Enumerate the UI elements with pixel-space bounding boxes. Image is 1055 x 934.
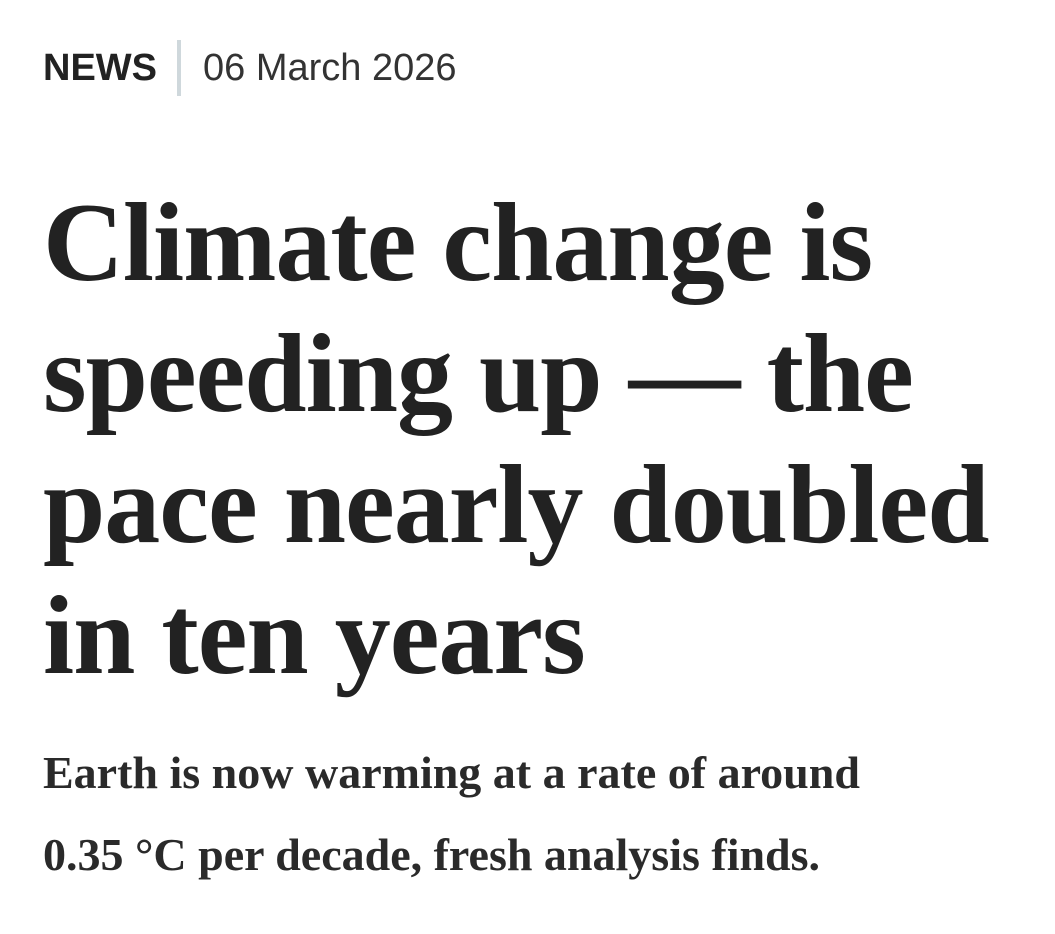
article-meta: NEWS 06 March 2026 xyxy=(43,40,457,96)
headline-line: pace nearly doubled xyxy=(43,443,990,567)
headline-line: in ten years xyxy=(43,574,586,698)
standfirst-line: 0.35 °C per decade, fresh analysis finds… xyxy=(43,829,821,880)
section-label[interactable]: NEWS xyxy=(43,46,157,89)
standfirst: Earth is now warming at a rate of around… xyxy=(43,732,860,896)
headline-line: Climate change is xyxy=(43,181,873,305)
date: 06 March 2026 xyxy=(203,46,457,89)
headline-line: speeding up — the xyxy=(43,312,914,436)
standfirst-line: Earth is now warming at a rate of around xyxy=(43,747,860,798)
divider xyxy=(177,40,181,96)
headline: Climate change is speeding up — the pace… xyxy=(43,178,990,702)
